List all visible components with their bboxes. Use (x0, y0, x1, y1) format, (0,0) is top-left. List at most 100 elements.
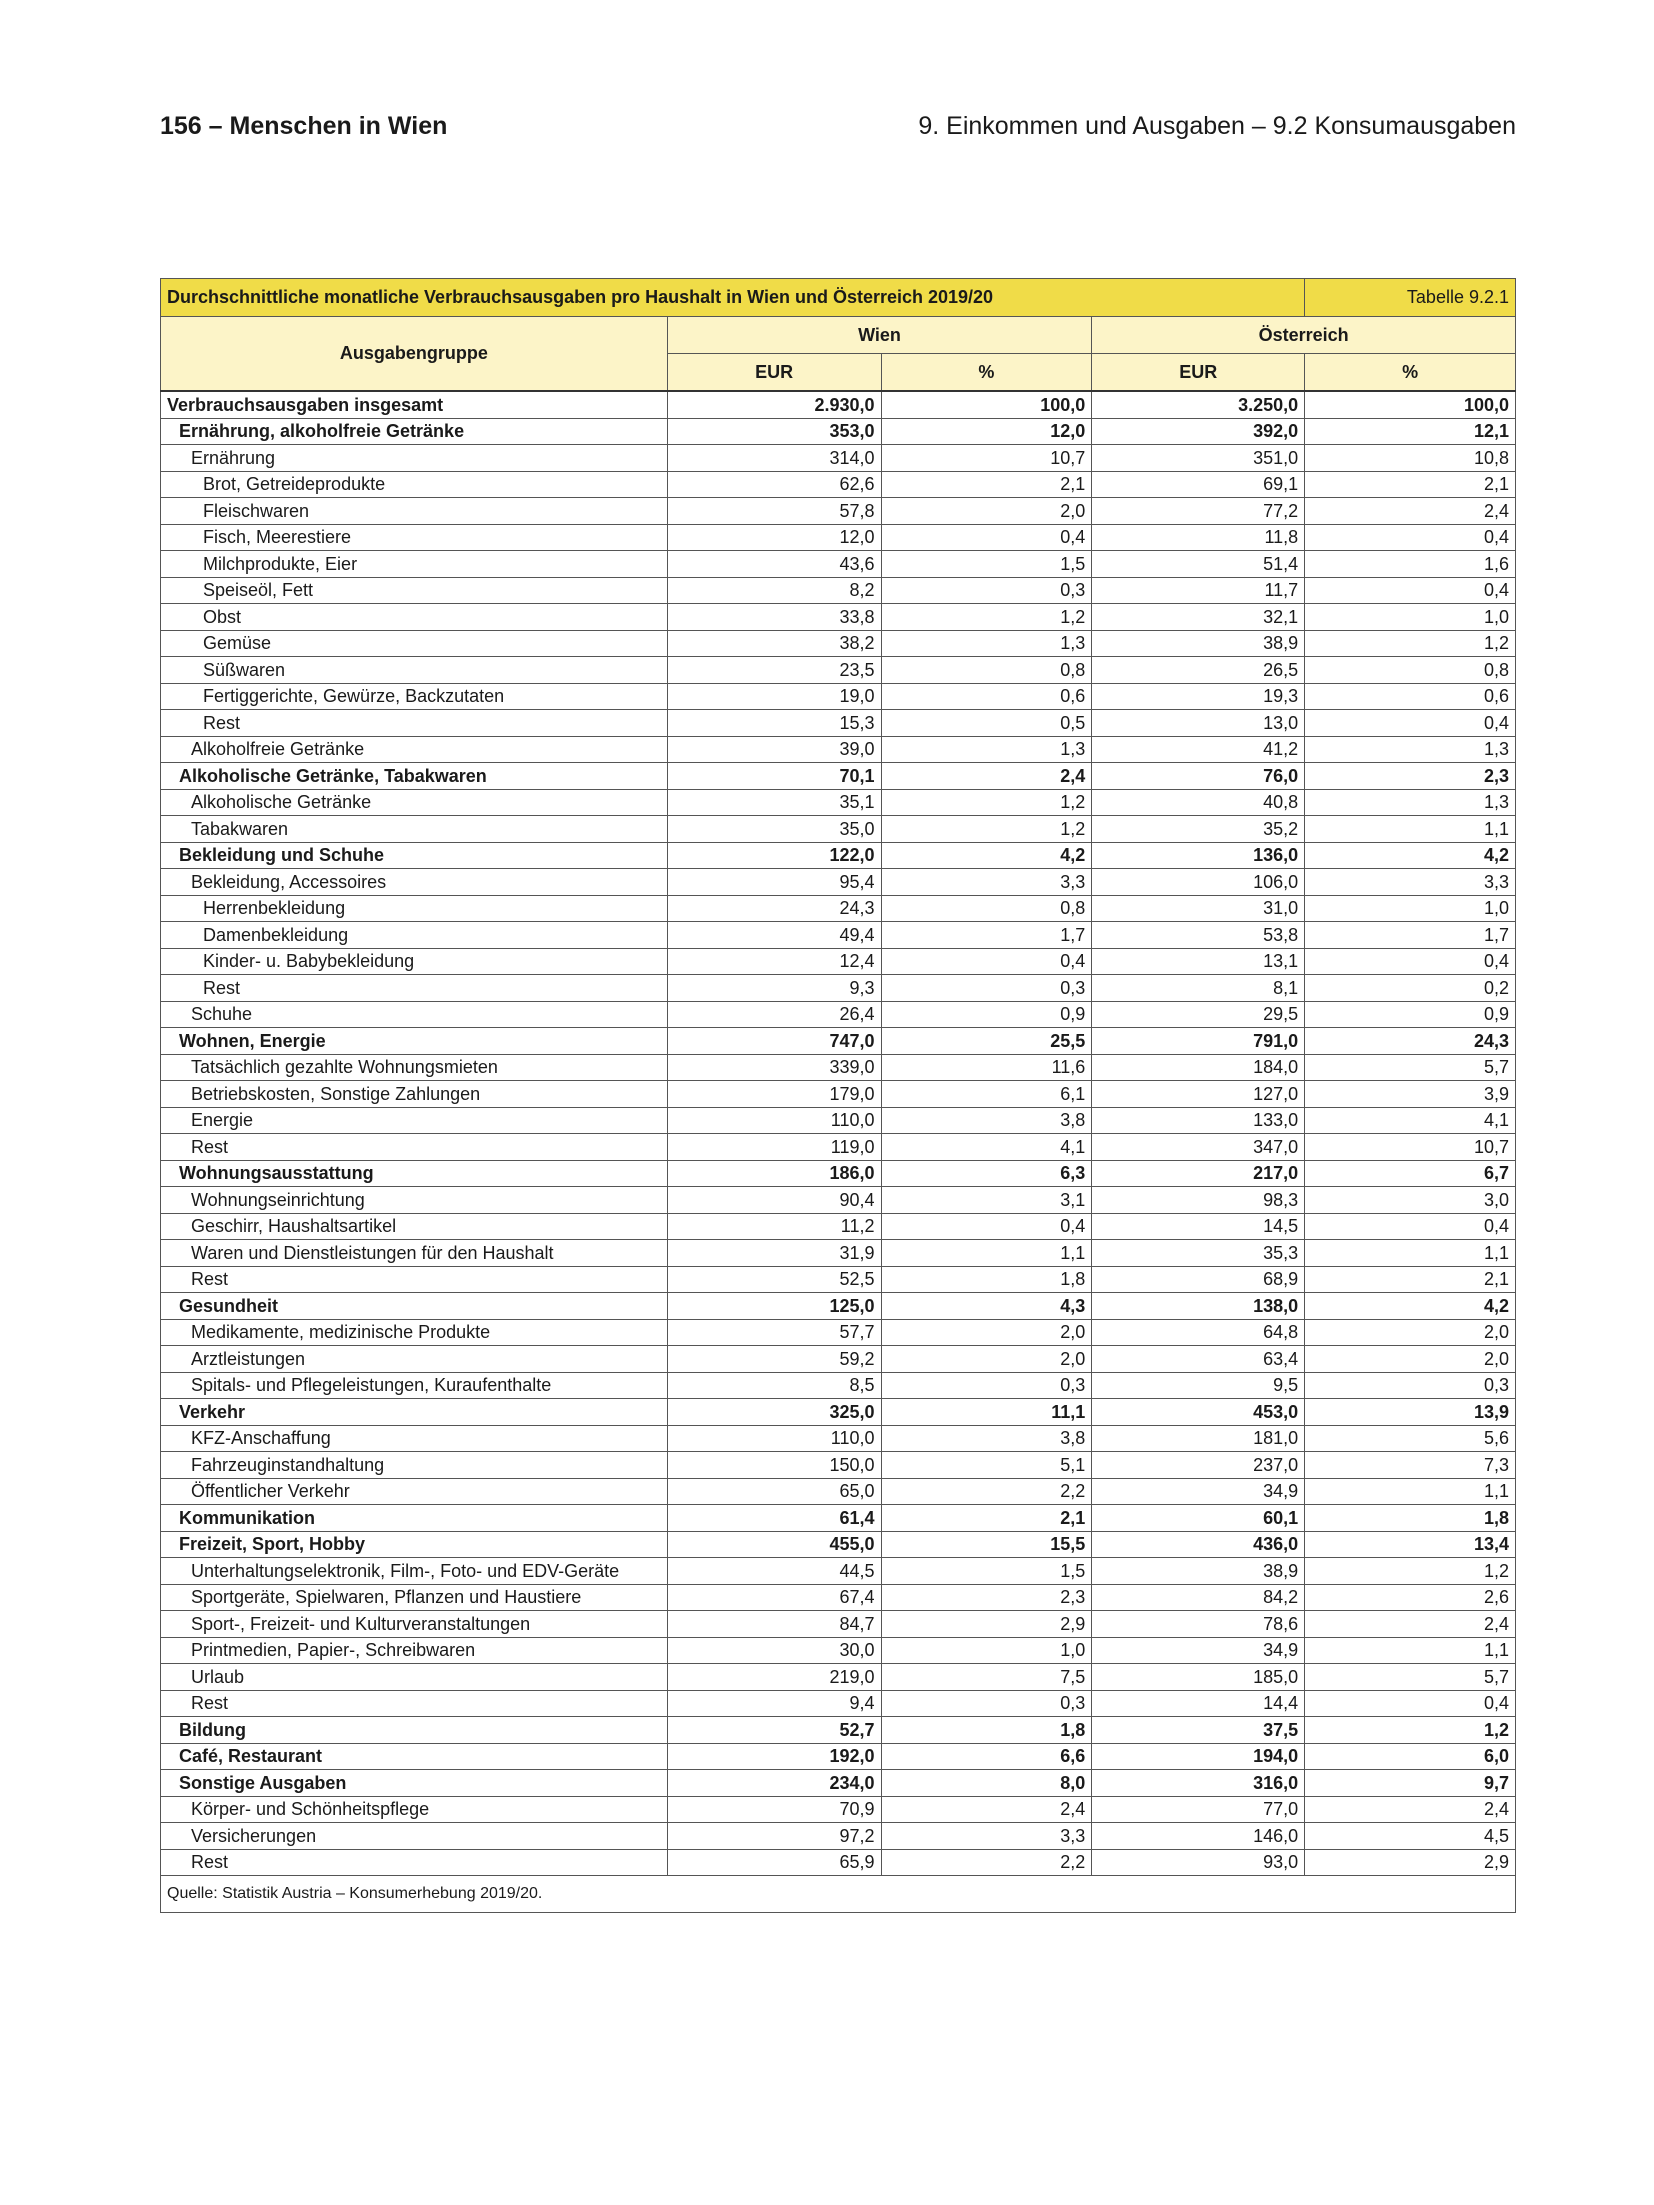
at-pct: 0,4 (1304, 1689, 1516, 1717)
at-eur: 64,8 (1091, 1318, 1306, 1346)
table-row: Bekleidung und Schuhe 122,0 4,2 136,0 4,2 (160, 841, 1516, 869)
at-eur: 31,0 (1091, 894, 1306, 922)
at-pct: 6,0 (1304, 1742, 1516, 1770)
wien-pct: 0,4 (880, 947, 1093, 975)
row-label: Kinder- u. Babybekleidung (160, 947, 668, 975)
table-row: Bekleidung, Accessoires 95,4 3,3 106,0 3,3 (160, 868, 1516, 896)
wien-eur: 110,0 (666, 1424, 882, 1452)
wien-pct: 15,5 (880, 1530, 1093, 1558)
row-label: KFZ-Anschaffung (160, 1424, 668, 1452)
wien-eur: 30,0 (666, 1636, 882, 1664)
at-pct: 3,9 (1304, 1080, 1516, 1108)
wien-pct: 6,1 (880, 1080, 1093, 1108)
at-eur: 63,4 (1091, 1345, 1306, 1373)
at-eur: 51,4 (1091, 550, 1306, 578)
wien-eur: 179,0 (666, 1080, 882, 1108)
row-label: Rest (160, 1265, 668, 1293)
at-pct: 1,1 (1304, 815, 1516, 843)
wien-eur: 62,6 (666, 470, 882, 498)
at-pct: 1,7 (1304, 921, 1516, 949)
row-label: Bekleidung, Accessoires (160, 868, 668, 896)
wien-eur: 44,5 (666, 1557, 882, 1585)
wien-eur: 61,4 (666, 1504, 882, 1532)
at-eur: 237,0 (1091, 1451, 1306, 1479)
wien-pct: 1,7 (880, 921, 1093, 949)
row-label: Gesundheit (160, 1292, 668, 1320)
wien-eur: 110,0 (666, 1106, 882, 1134)
wien-pct: 1,5 (880, 550, 1093, 578)
at-eur: 19,3 (1091, 682, 1306, 710)
row-label: Rest (160, 1848, 668, 1876)
row-label: Medikamente, medizinische Produkte (160, 1318, 668, 1346)
row-label: Herrenbekleidung (160, 894, 668, 922)
row-label: Brot, Getreideprodukte (160, 470, 668, 498)
at-pct: 0,4 (1304, 523, 1516, 551)
at-eur: 34,9 (1091, 1477, 1306, 1505)
at-pct: 2,1 (1304, 470, 1516, 498)
wien-pct: 1,8 (880, 1716, 1093, 1744)
table-row: Fahrzeuginstandhaltung 150,0 5,1 237,0 7,3 (160, 1451, 1516, 1479)
wien-pct: 1,3 (880, 629, 1093, 657)
at-pct: 2,4 (1304, 497, 1516, 525)
table-row: Verbrauchsausgaben insgesamt 2.930,0 100,0… (160, 390, 1516, 419)
wien-eur: 43,6 (666, 550, 882, 578)
table-row: Waren und Dienstleistungen für den Haush… (160, 1239, 1516, 1267)
at-pct: 2,4 (1304, 1610, 1516, 1638)
at-eur: 11,8 (1091, 523, 1306, 551)
row-label: Betriebskosten, Sonstige Zahlungen (160, 1080, 668, 1108)
wien-eur: 219,0 (666, 1663, 882, 1691)
table-row: Herrenbekleidung 24,3 0,8 31,0 1,0 (160, 894, 1516, 922)
at-pct: 1,2 (1304, 629, 1516, 657)
at-pct: 13,9 (1304, 1398, 1516, 1426)
wien-eur: 150,0 (666, 1451, 882, 1479)
table-row: Brot, Getreideprodukte 62,6 2,1 69,1 2,1 (160, 470, 1516, 498)
wien-pct: 6,3 (880, 1159, 1093, 1187)
wien-pct: 5,1 (880, 1451, 1093, 1479)
at-pct: 0,9 (1304, 1000, 1516, 1028)
at-pct: 1,0 (1304, 894, 1516, 922)
row-label: Printmedien, Papier-, Schreibwaren (160, 1636, 668, 1664)
at-eur: 60,1 (1091, 1504, 1306, 1532)
wien-eur: 186,0 (666, 1159, 882, 1187)
table-row: Rest 65,9 2,2 93,0 2,9 (160, 1848, 1516, 1876)
wien-eur: 31,9 (666, 1239, 882, 1267)
at-pct: 4,5 (1304, 1822, 1516, 1850)
table-row: Medikamente, medizinische Produkte 57,7 2,… (160, 1318, 1516, 1346)
row-label: Alkoholische Getränke (160, 788, 668, 816)
wien-pct: 1,8 (880, 1265, 1093, 1293)
wien-eur: 97,2 (666, 1822, 882, 1850)
row-label: Öffentlicher Verkehr (160, 1477, 668, 1505)
at-pct: 9,7 (1304, 1769, 1516, 1797)
wien-pct: 4,3 (880, 1292, 1093, 1320)
table-row: Öffentlicher Verkehr 65,0 2,2 34,9 1,1 (160, 1477, 1516, 1505)
at-pct: 3,0 (1304, 1186, 1516, 1214)
at-pct: 1,3 (1304, 735, 1516, 763)
table-row: Wohnungseinrichtung 90,4 3,1 98,3 3,0 (160, 1186, 1516, 1214)
wien-pct: 0,4 (880, 1212, 1093, 1240)
at-pct: 1,8 (1304, 1504, 1516, 1532)
wien-pct: 2,1 (880, 1504, 1093, 1532)
at-eur: 35,3 (1091, 1239, 1306, 1267)
row-label: Tabakwaren (160, 815, 668, 843)
wien-eur: 125,0 (666, 1292, 882, 1320)
col-header-oesterreich: Österreich (1091, 316, 1516, 354)
table-row: Verkehr 325,0 11,1 453,0 13,9 (160, 1398, 1516, 1426)
wien-pct: 4,2 (880, 841, 1093, 869)
at-pct: 24,3 (1304, 1027, 1516, 1055)
at-pct: 2,9 (1304, 1848, 1516, 1876)
row-label: Rest (160, 1133, 668, 1161)
col-header-wien-eur: EUR (666, 353, 882, 392)
table-row: Café, Restaurant 192,0 6,6 194,0 6,0 (160, 1742, 1516, 1770)
wien-eur: 65,9 (666, 1848, 882, 1876)
wien-eur: 11,2 (666, 1212, 882, 1240)
wien-eur: 84,7 (666, 1610, 882, 1638)
wien-eur: 57,7 (666, 1318, 882, 1346)
wien-pct: 3,3 (880, 868, 1093, 896)
at-pct: 2,6 (1304, 1583, 1516, 1611)
wien-eur: 90,4 (666, 1186, 882, 1214)
table-row: Bildung 52,7 1,8 37,5 1,2 (160, 1716, 1516, 1744)
at-eur: 77,0 (1091, 1795, 1306, 1823)
table-row: Arztleistungen 59,2 2,0 63,4 2,0 (160, 1345, 1516, 1373)
table-row: Speiseöl, Fett 8,2 0,3 11,7 0,4 (160, 576, 1516, 604)
table-row: Ernährung 314,0 10,7 351,0 10,8 (160, 444, 1516, 472)
